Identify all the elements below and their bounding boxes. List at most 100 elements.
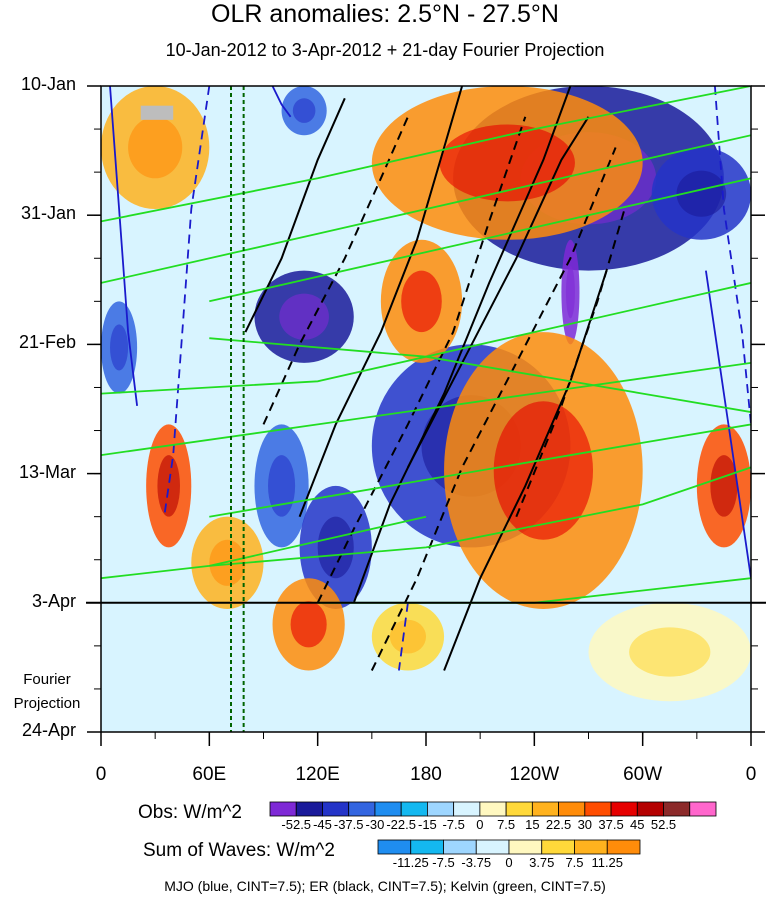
y-tick-label: 31-Jan bbox=[20, 203, 76, 224]
anomaly-core-positive bbox=[389, 619, 427, 654]
waves-colorbar-label: 3.75 bbox=[529, 855, 555, 870]
waves-colorbar-swatch bbox=[574, 839, 608, 855]
kelvin-contour-solid bbox=[101, 515, 427, 580]
kelvin-contour-solid bbox=[101, 134, 751, 284]
anomaly-core-positive bbox=[128, 116, 183, 179]
contour-legend: MJO (blue, CINT=7.5); ER (black, CINT=7.… bbox=[164, 878, 606, 894]
obs-colorbar-swatch bbox=[663, 801, 691, 817]
reference-highlight-box bbox=[140, 105, 174, 120]
obs-colorbar-swatch bbox=[427, 801, 455, 817]
obs-colorbar-swatch bbox=[295, 801, 323, 817]
er-contour-solid bbox=[407, 116, 590, 468]
mjo-contour-dashed bbox=[398, 602, 409, 671]
obs-colorbar-swatch bbox=[479, 801, 507, 817]
y-tick-label: 10-Jan bbox=[20, 74, 76, 94]
obs-colorbar-label: 7.5 bbox=[497, 817, 516, 832]
obs-colorbar-label: -45 bbox=[313, 817, 332, 832]
x-tick-label: 120W bbox=[509, 764, 560, 785]
er-contour-dashed bbox=[515, 208, 626, 518]
mjo-contour-solid bbox=[271, 86, 292, 118]
mjo-contour-solid bbox=[705, 270, 751, 579]
er-contour-solid bbox=[443, 270, 608, 671]
obs-colorbar-swatch bbox=[505, 801, 533, 817]
kelvin-contour-solid bbox=[209, 337, 751, 413]
obs-colorbar-swatch bbox=[636, 801, 664, 817]
obs-colorbar-title: Obs: W/m^2 bbox=[138, 802, 242, 823]
waves-colorbar-label: -3.75 bbox=[461, 855, 492, 870]
er-contour-dashed bbox=[316, 116, 527, 604]
obs-colorbar-swatch bbox=[348, 801, 376, 817]
anomaly-core-negative bbox=[676, 170, 727, 217]
x-tick-label: 60E bbox=[192, 764, 227, 785]
kelvin-contour-solid bbox=[101, 282, 751, 395]
anomaly-core-positive bbox=[710, 455, 738, 517]
er-contour-dashed bbox=[262, 116, 409, 425]
anomaly-core-negative bbox=[317, 516, 354, 579]
waves-colorbar-swatch bbox=[606, 839, 641, 855]
waves-colorbar-label: 11.25 bbox=[591, 855, 624, 870]
er-contour-solid bbox=[352, 86, 572, 604]
kelvin-contour-solid bbox=[209, 423, 751, 518]
anomaly-core-positive bbox=[290, 601, 327, 648]
x-tick-label: 120E bbox=[295, 764, 340, 785]
waves-colorbar-label: -11.25 bbox=[392, 855, 429, 870]
waves-colorbar-label: 7.5 bbox=[565, 855, 584, 870]
obs-colorbar-label: 22.5 bbox=[545, 817, 572, 832]
obs-colorbar-label: -52.5 bbox=[281, 817, 312, 832]
waves-colorbar-label: -7.5 bbox=[432, 855, 455, 870]
fourier-label-line1: Fourier bbox=[23, 671, 71, 688]
chart-title: OLR anomalies: 2.5°N - 27.5°N bbox=[211, 0, 559, 28]
obs-colorbar-swatch bbox=[374, 801, 402, 817]
waves-colorbar-title: Sum of Waves: W/m^2 bbox=[143, 840, 335, 861]
mjo-contour-dashed bbox=[714, 86, 751, 425]
waves-colorbar-swatch bbox=[377, 839, 412, 855]
anomaly-core-positive bbox=[157, 455, 180, 517]
obs-colorbar-label: 52.5 bbox=[650, 817, 677, 832]
obs-colorbar-swatch bbox=[400, 801, 428, 817]
anomaly-core-negative bbox=[565, 265, 575, 319]
anomaly-core-positive bbox=[629, 627, 711, 677]
obs-colorbar-swatch bbox=[453, 801, 481, 817]
obs-colorbar-swatch bbox=[689, 801, 717, 817]
obs-colorbar-label: 30 bbox=[577, 817, 593, 832]
anomaly-core-negative bbox=[279, 293, 329, 340]
chart-subtitle: 10-Jan-2012 to 3-Apr-2012 + 21-day Fouri… bbox=[165, 40, 605, 60]
x-tick-label: 0 bbox=[95, 764, 107, 785]
er-contour-solid bbox=[244, 97, 346, 333]
anomaly-core-negative bbox=[268, 455, 296, 517]
y-tick-label: 3-Apr bbox=[31, 590, 76, 611]
mjo-contour-solid bbox=[109, 86, 138, 407]
x-tick-label: 0 bbox=[745, 764, 757, 785]
kelvin-contour-solid bbox=[101, 86, 751, 223]
obs-colorbar-swatch bbox=[322, 801, 350, 817]
kelvin-contour-solid bbox=[209, 177, 751, 303]
waves-colorbar-swatch bbox=[475, 839, 510, 855]
obs-colorbar-label: 45 bbox=[630, 817, 645, 832]
anomaly-core-positive bbox=[493, 401, 594, 540]
obs-colorbar-label: -22.5 bbox=[386, 817, 416, 832]
er-contour-solid bbox=[298, 86, 464, 518]
y-tick-label: 13-Mar bbox=[18, 461, 76, 482]
anomaly-core-negative bbox=[292, 98, 316, 123]
kelvin-contour-solid bbox=[209, 466, 751, 567]
anomaly-core-positive bbox=[401, 270, 442, 333]
obs-colorbar-label: 15 bbox=[525, 817, 540, 832]
waves-colorbar-swatch bbox=[541, 839, 575, 855]
obs-colorbar-label: -15 bbox=[418, 817, 437, 832]
y-tick-label: 24-Apr bbox=[21, 720, 76, 740]
obs-colorbar-swatch bbox=[584, 801, 612, 817]
obs-colorbar-swatch bbox=[610, 801, 638, 817]
x-tick-label: 60W bbox=[623, 764, 663, 785]
fourier-label-line2: Projection bbox=[13, 695, 81, 712]
obs-colorbar-label: -37.5 bbox=[333, 817, 364, 832]
waves-colorbar-swatch bbox=[443, 839, 477, 855]
obs-colorbar-swatch bbox=[531, 801, 559, 817]
x-tick-label: 180 bbox=[410, 764, 442, 785]
obs-colorbar-label: 37.5 bbox=[598, 817, 624, 832]
obs-colorbar-swatch bbox=[269, 801, 297, 817]
mjo-contour-dashed bbox=[163, 86, 211, 517]
anomaly-core-positive bbox=[209, 539, 246, 586]
kelvin-contour-solid bbox=[101, 362, 751, 456]
